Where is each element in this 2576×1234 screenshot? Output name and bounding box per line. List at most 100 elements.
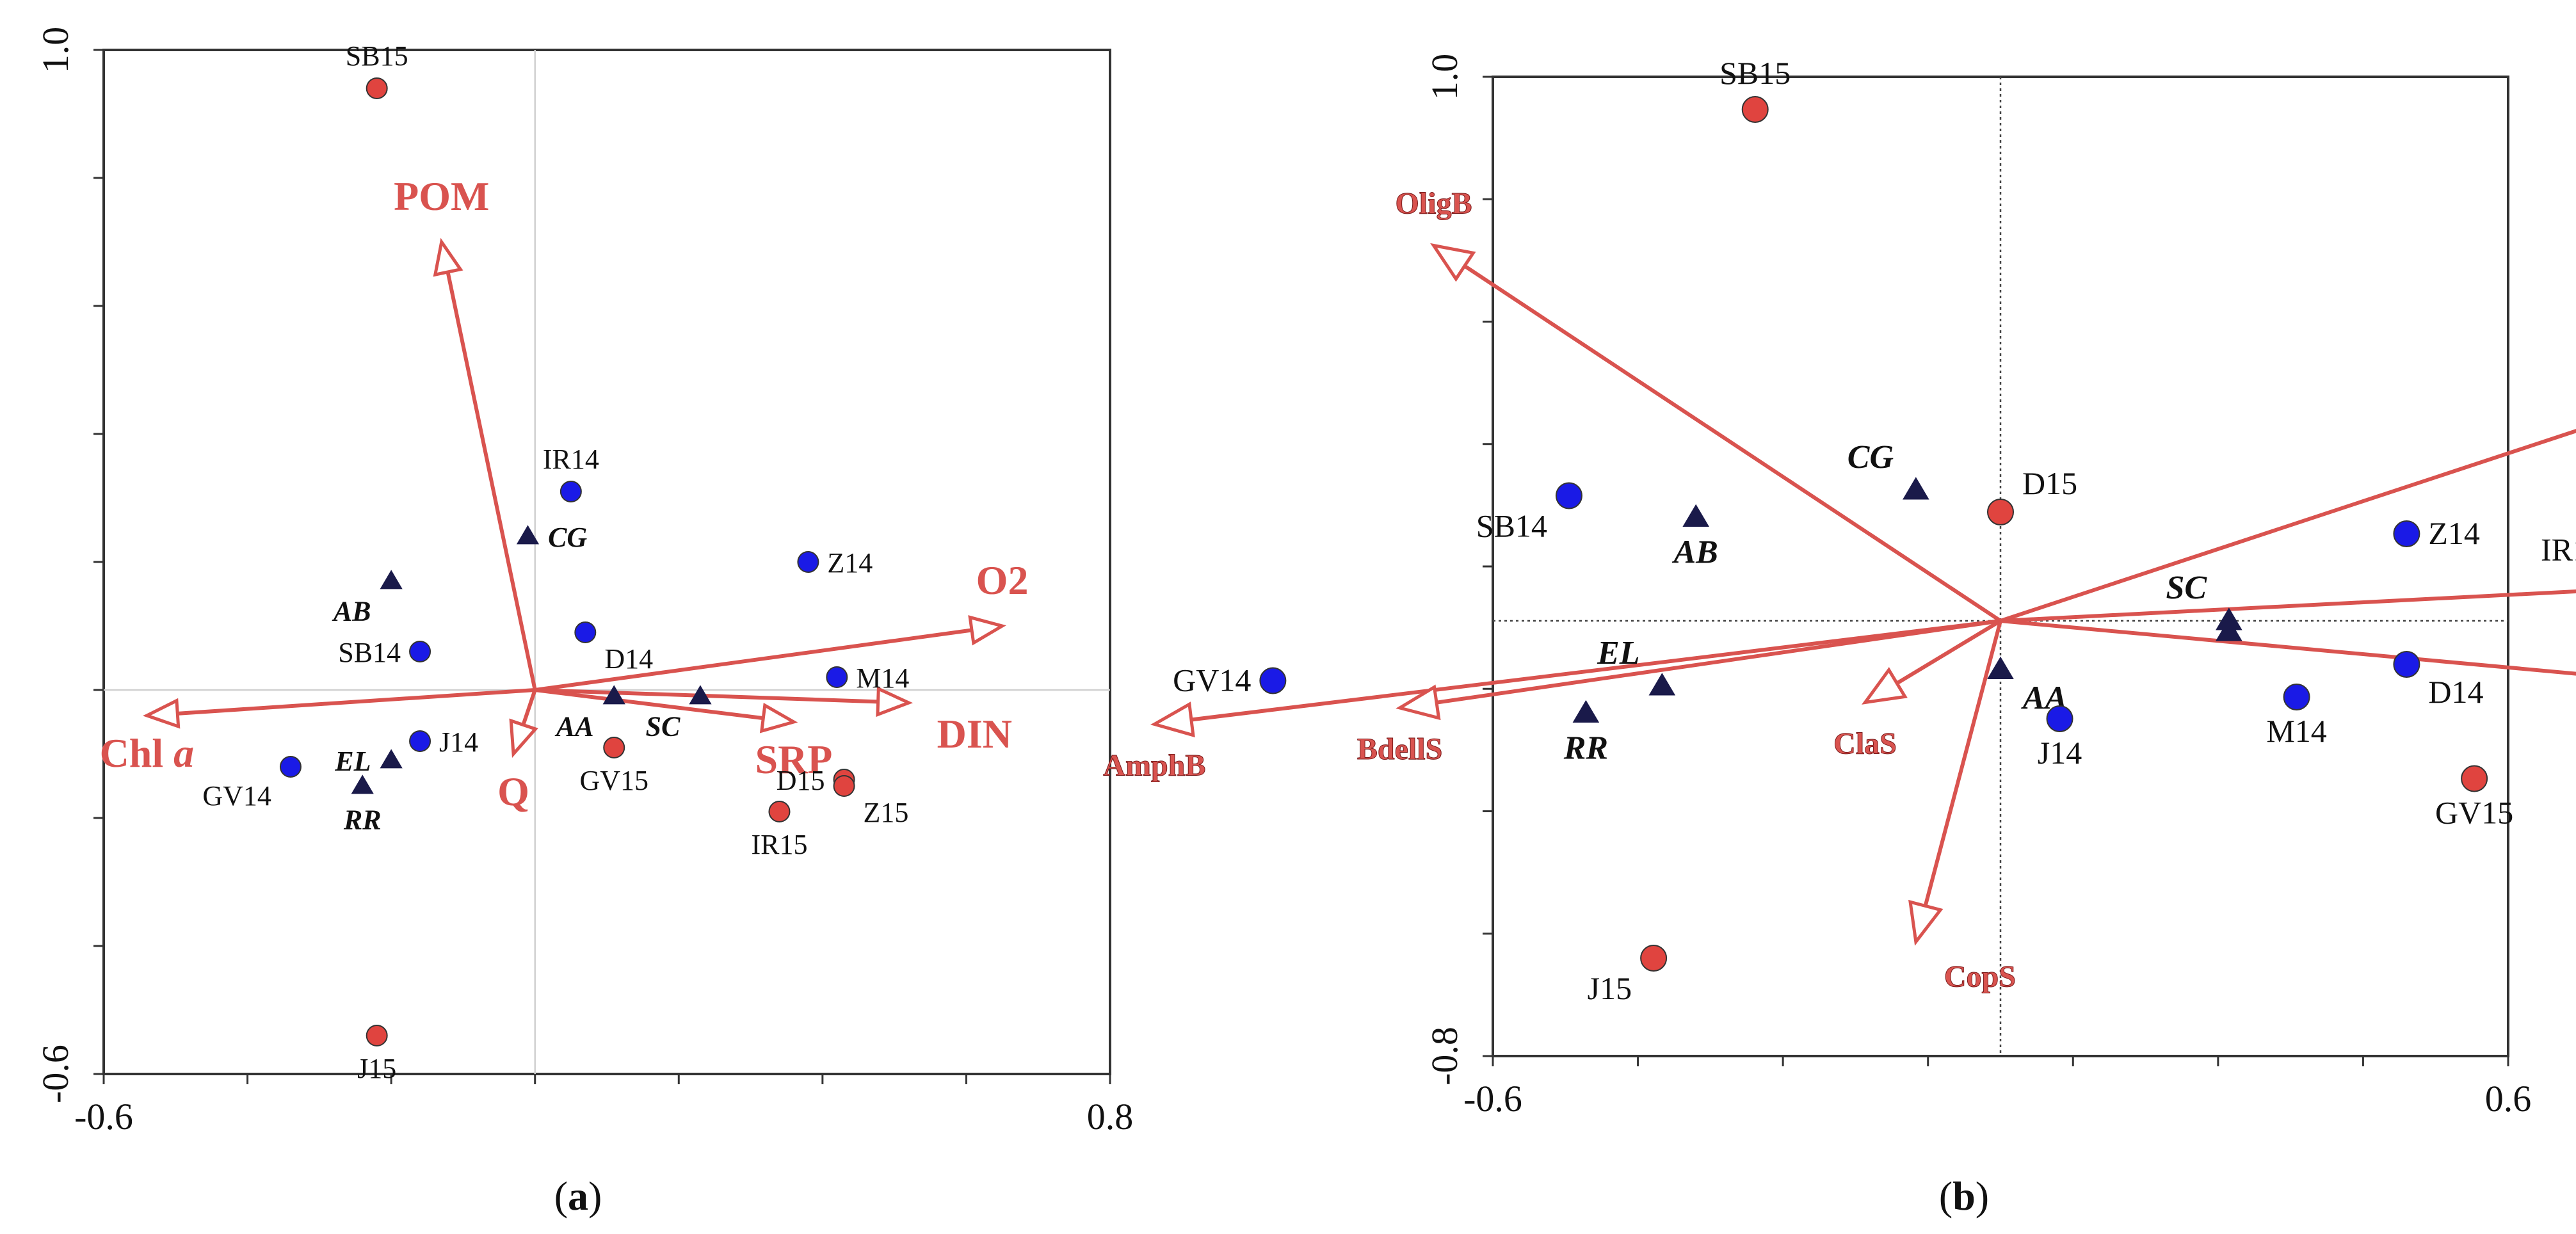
panel-a-vector-head-q [509, 718, 538, 758]
panel-a-species-marker-sc [689, 685, 712, 705]
panel-b-site-label-d14: D14 [2428, 674, 2483, 710]
panel-b-vector-line-monos [2000, 589, 2576, 623]
panel-b-species-marker-aa [1987, 656, 2014, 680]
panel-b-x-tick-label-min: -0.6 [1463, 1078, 1522, 1119]
panel-b-y-tick-label-max: 1.0 [1424, 54, 1465, 100]
panel-a-site-marker-j15 [366, 1025, 388, 1046]
panel-a-species-label-ab: AB [332, 596, 371, 627]
panel-a-site-marker-m14 [826, 666, 848, 688]
panel-a-site-label-sb15: SB15 [346, 40, 408, 72]
panel-b-caption: (b) [1939, 1173, 1989, 1219]
panel-a-vector-line-srp [535, 688, 764, 721]
panel-a-y-tick-label-max: 1.0 [35, 27, 76, 74]
panel-b-vector-label-oligb: OligB [1395, 187, 1472, 221]
panel-a-site-label-d14: D14 [604, 643, 653, 675]
panel-a-site-label-j15: J15 [357, 1053, 396, 1084]
panel-b-species-marker-sc2 [2216, 618, 2242, 641]
panel-b-species-label-el: EL [1597, 635, 1639, 671]
panel-b-vector-line-gastrb [2000, 619, 2576, 676]
panel-b-x-tick-label-max: 0.6 [2485, 1078, 2532, 1119]
panel-b-vector-line-amphb [1191, 619, 2001, 722]
panel-a-species-marker-cg [516, 525, 540, 545]
panel-b-caption-close: ) [1976, 1173, 1989, 1219]
panel-b-site-marker-j14 [2046, 705, 2073, 732]
panel-b-species-label-ab: AB [1672, 534, 1718, 570]
panel-a-species-marker-rr [351, 774, 374, 794]
panel-a-site-label-j14: J14 [439, 726, 478, 758]
panel-b-vector-head-bdells [1396, 684, 1441, 721]
panel-b-site-label-ir15: IR15 [2541, 532, 2576, 568]
panel-a-y-tick-label-min: -0.6 [35, 1045, 76, 1103]
panel-b-site-label-sb15: SB15 [1719, 55, 1791, 91]
panel-b-site-marker-d15 [1987, 499, 2014, 525]
panel-a-site-label-z15: Z15 [864, 797, 909, 828]
panel-a-site-label-ir14: IR14 [543, 444, 599, 475]
panel-b-site-label-sb14: SB14 [1476, 508, 1547, 544]
panel-a-site-marker-z14 [797, 551, 819, 573]
panel-a-site-marker-z15 [833, 775, 855, 797]
panel-a-vector-head-chl [142, 698, 181, 729]
panel-b-vector-head-amphb [1150, 701, 1195, 738]
panel-a-site-marker-sb15 [366, 77, 388, 99]
panel-a-site-marker-sb14 [409, 641, 431, 662]
panel-a-caption: (a) [554, 1173, 602, 1219]
panel-a-vector-line-q [521, 689, 537, 726]
panel-a-site-marker-d14 [574, 621, 597, 643]
panel-a-caption-open: ( [554, 1173, 568, 1219]
panel-b-site-label-d15: D15 [2022, 465, 2077, 501]
panel-a-species-label-aa: AA [554, 711, 594, 742]
panel-a-vector-label-suffix: a [173, 730, 194, 776]
panel-a-site-marker-gv14 [279, 756, 302, 778]
panel-b-species-marker-cg [1903, 477, 1929, 500]
panel-b-vector-label-bdells: BdellS [1357, 732, 1442, 766]
panel-b-vector-line-bdells [1436, 619, 2001, 705]
panel-a-vector-label-srp: SRP [755, 737, 832, 782]
panel-b-species-label-rr: RR [1563, 730, 1608, 766]
panel-a-vector-label-din: DIN [937, 711, 1012, 757]
panel-a-site-marker-j14 [409, 730, 431, 752]
panel-b-vector-line-diptb [2000, 429, 2576, 623]
panel-b-site-label-gv14: GV14 [1173, 662, 1251, 698]
panel-a-vector-label-o2: O2 [976, 557, 1029, 603]
panel-b-vector-label-cops: CopS [1944, 960, 2016, 994]
panel-b-site-label-gv15: GV15 [2435, 795, 2513, 831]
panel-a-species-marker-el [380, 749, 403, 769]
panel-a-vector-line-pom [446, 271, 537, 691]
panel-a-vector-head-pom [433, 237, 463, 277]
panel-a-axis-box [102, 49, 1111, 1075]
panel-a-site-label-m14: M14 [856, 662, 909, 694]
panel-b-species-marker-ab [1682, 504, 1709, 527]
panel-a-species-label-rr: RR [343, 805, 382, 836]
panel-b-site-marker-gv15 [2461, 765, 2488, 792]
panel-a-x-tick-label-max: 0.8 [1087, 1096, 1134, 1137]
panel-b-site-marker-d14 [2393, 651, 2420, 678]
panel-b-vector-head-oligb [1430, 243, 1476, 282]
panel-b-vector-head-clas [1862, 667, 1908, 705]
panel-a-vector-line-o2 [535, 628, 972, 692]
panel-b-species-label-cg: CG [1847, 439, 1894, 476]
panel-b-vector-head-cops [1908, 899, 1944, 946]
panel-b-plot: -0.60.61.0-0.8OligBDiptBMonoSGastrBAmphB… [1103, 54, 2576, 1119]
panel-a-caption-letter: a [568, 1173, 588, 1219]
panel-b-caption-letter: b [1952, 1173, 1976, 1219]
panel-a-species-marker-aa [602, 685, 625, 705]
panel-a-site-label-gv15: GV15 [579, 765, 648, 796]
panel-a-site-label-z14: Z14 [827, 547, 873, 579]
panel-b-site-marker-sb15 [1741, 96, 1769, 123]
panel-a-site-label-gv14: GV14 [202, 780, 271, 812]
panel-a-site-label-d15: D15 [777, 765, 825, 796]
panel-b-site-label-j15: J15 [1588, 970, 1632, 1006]
panel-a-vector-label-pom: POM [394, 173, 489, 219]
panel-b-site-marker-sb14 [1555, 482, 1582, 509]
panel-b-species-label-sc: SC [2166, 570, 2207, 606]
panel-a-vector-head-srp [759, 703, 798, 733]
panel-b-site-label-z14: Z14 [2428, 515, 2480, 551]
panel-a-species-marker-ab [380, 570, 403, 589]
panel-b-y-tick-label-min: -0.8 [1424, 1027, 1465, 1086]
panel-a-caption-close: ) [588, 1173, 602, 1219]
panel-b-site-marker-z14 [2393, 520, 2420, 547]
panel-b-site-marker-j15 [1640, 945, 1668, 972]
panel-b-site-label-m14: M14 [2266, 713, 2326, 749]
panel-a-site-label-sb14: SB14 [338, 637, 401, 668]
panel-a-species-label-sc: SC [646, 711, 680, 742]
